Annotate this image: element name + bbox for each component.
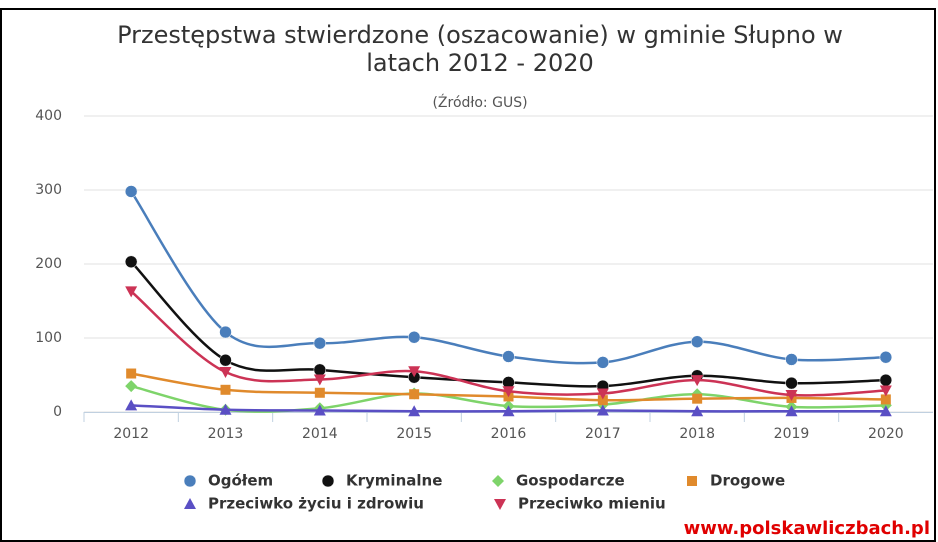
- marker: [407, 331, 421, 344]
- marker: [125, 399, 138, 411]
- marker: [313, 374, 326, 386]
- marker: [785, 376, 798, 390]
- legend-label: Kryminalne: [346, 472, 442, 490]
- marker: [691, 375, 704, 387]
- marker: [879, 373, 893, 387]
- legend-marker: [687, 476, 697, 486]
- y-tick-label: 400: [35, 108, 62, 124]
- marker: [408, 366, 421, 378]
- marker: [691, 405, 704, 417]
- marker: [219, 367, 232, 379]
- marker: [879, 405, 892, 417]
- marker: [220, 384, 231, 395]
- marker: [126, 368, 137, 379]
- marker: [124, 185, 138, 198]
- marker: [502, 350, 515, 363]
- x-tick-label: 2014: [302, 426, 338, 442]
- x-tick-label: 2019: [774, 426, 810, 442]
- marker: [313, 363, 327, 377]
- marker: [785, 389, 798, 401]
- marker: [409, 389, 420, 400]
- legend-marker: [494, 499, 506, 510]
- marker: [596, 356, 610, 369]
- x-tick-label: 2017: [585, 426, 621, 442]
- marker: [597, 395, 608, 406]
- x-tick-label: 2018: [679, 426, 715, 442]
- marker: [313, 404, 326, 416]
- x-tick-label: 2013: [208, 426, 244, 442]
- marker: [502, 405, 515, 417]
- marker: [408, 405, 421, 417]
- marker: [502, 386, 515, 398]
- marker: [879, 350, 893, 364]
- chart-title: latach 2012 - 2020: [366, 49, 594, 77]
- y-tick-label: 0: [53, 404, 62, 420]
- legend-marker: [321, 474, 335, 488]
- marker: [596, 388, 609, 400]
- legend-marker: [184, 498, 196, 509]
- marker: [880, 394, 891, 405]
- marker: [219, 353, 232, 367]
- marker: [785, 353, 798, 366]
- marker: [125, 286, 138, 298]
- watermark: www.polskawliczbach.pl: [684, 518, 930, 539]
- y-tick-label: 200: [35, 256, 62, 272]
- marker: [124, 255, 138, 269]
- legend-marker: [183, 474, 197, 488]
- x-tick-label: 2015: [396, 426, 432, 442]
- x-tick-label: 2016: [491, 426, 527, 442]
- marker: [219, 325, 232, 339]
- marker: [125, 380, 138, 393]
- legend-label: Gospodarcze: [516, 472, 625, 490]
- marker: [785, 405, 798, 417]
- marker: [596, 404, 609, 416]
- marker: [690, 335, 704, 348]
- x-tick-label: 2020: [868, 426, 904, 442]
- marker: [314, 387, 325, 398]
- marker: [692, 393, 703, 404]
- y-tick-label: 100: [35, 330, 62, 346]
- marker: [879, 385, 892, 397]
- y-tick-label: 300: [35, 182, 62, 198]
- chart-frame: [0, 8, 936, 542]
- legend-label: Drogowe: [710, 472, 785, 490]
- marker: [219, 403, 232, 415]
- x-tick-label: 2012: [113, 426, 149, 442]
- chart-subtitle: (Źródło: GUS): [432, 93, 527, 111]
- chart-title: Przestępstwa stwierdzone (oszacowanie) w…: [117, 21, 843, 49]
- legend-label: Przeciwko mieniu: [518, 495, 666, 513]
- legend-marker: [492, 475, 504, 487]
- legend-label: Ogółem: [208, 472, 273, 490]
- marker: [313, 336, 327, 350]
- legend-label: Przeciwko życiu i zdrowiu: [208, 495, 424, 513]
